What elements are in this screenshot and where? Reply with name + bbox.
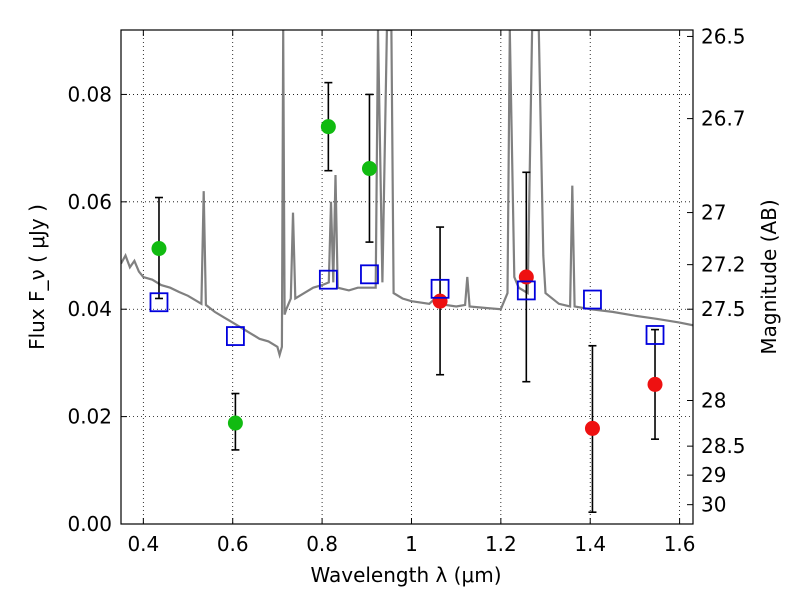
x-tick-label: 0.4: [127, 532, 159, 556]
data-point-square: [225, 326, 245, 346]
data-point-circle: [584, 420, 600, 436]
data-point-square: [516, 280, 536, 301]
right-tick-label: 28: [701, 389, 726, 413]
model-spectrum-line: [121, 30, 693, 360]
right-tick-label: 30: [701, 493, 726, 517]
data-point-square: [149, 292, 169, 313]
right-tick-label: 27.5: [701, 297, 746, 321]
data-point-circle: [151, 241, 167, 257]
plot-frame: [120, 29, 694, 525]
right-tick-label: 29: [701, 463, 726, 487]
y-tick-label: 0.00: [67, 512, 112, 536]
right-axis-label: Magnitude (AB): [757, 199, 781, 354]
x-tick-label: 1: [405, 532, 418, 556]
data-point-circle: [432, 293, 448, 309]
data-point-square: [583, 289, 602, 310]
right-tick-label: 28.5: [701, 434, 746, 458]
plot-area: 0.4 0.6 0.8 1 1.2 1.4 1.6 0.00 0.02 0.04 0.06 0.08 2…: [67, 24, 745, 556]
x-tick-label: 1.6: [664, 532, 696, 556]
right-tick-label: 27.2: [701, 253, 746, 277]
right-tick-label: 26.7: [701, 107, 746, 131]
data-point-circle: [647, 376, 663, 392]
data-point-square: [318, 269, 338, 290]
x-axis-label: Wavelength λ (μm): [310, 563, 501, 587]
x-tick-label: 1.4: [574, 532, 606, 556]
y-tick-label: 0.04: [67, 297, 112, 321]
x-tick-label: 1.2: [485, 532, 517, 556]
x-tick-label: 0.8: [306, 532, 338, 556]
y-tick-label: 0.08: [67, 82, 112, 106]
y-tick-label: 0.06: [67, 190, 112, 214]
right-tick-label: 27: [701, 201, 726, 225]
data-point-circle: [361, 161, 377, 177]
x-tick-label: 0.6: [217, 532, 249, 556]
data-point-circle: [320, 119, 336, 135]
data-point-circle: [227, 415, 243, 431]
right-tick-label: 26.5: [701, 24, 746, 48]
data-point-square: [430, 278, 450, 299]
y-tick-label: 0.02: [67, 405, 112, 429]
data-point-square: [645, 325, 665, 345]
data-point-square: [360, 264, 379, 285]
y-axis-label: Flux F_ν ( μJy ): [25, 204, 49, 350]
